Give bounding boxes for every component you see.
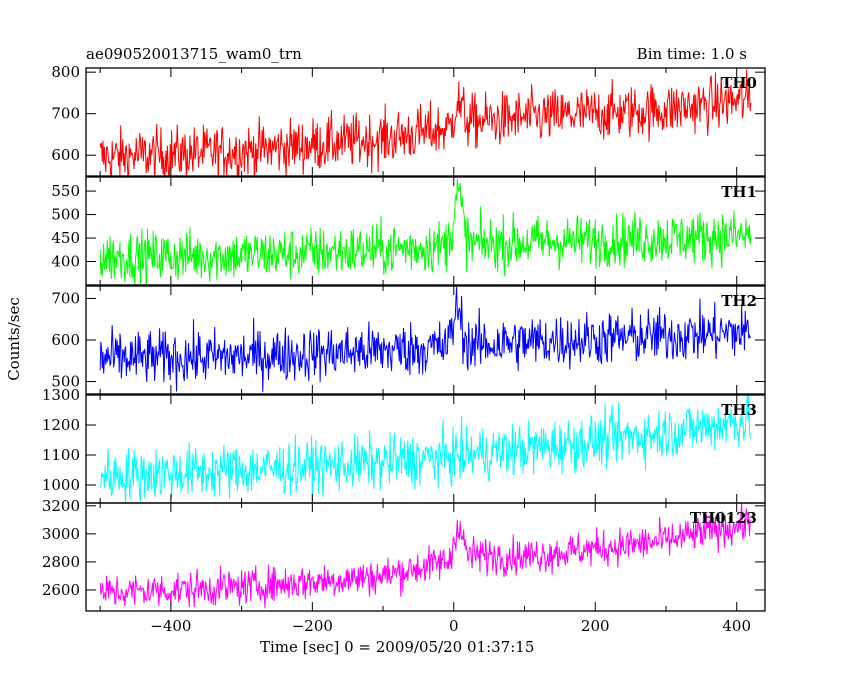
y-axis-label: Counts/sec bbox=[5, 297, 23, 381]
y-tick-label: 3200 bbox=[42, 497, 80, 515]
series-line-th0123 bbox=[99, 503, 752, 609]
y-tick-label: 700 bbox=[51, 105, 80, 123]
y-tick-label: 450 bbox=[51, 229, 80, 247]
x-tick-label: −400 bbox=[150, 617, 191, 635]
y-tick-label: 1200 bbox=[42, 416, 80, 434]
x-tick-label: 0 bbox=[449, 617, 459, 635]
y-tick-label: 600 bbox=[51, 331, 80, 349]
series-label-th2: TH2 bbox=[721, 292, 757, 310]
series-line-th1 bbox=[99, 178, 752, 285]
y-tick-label: 1300 bbox=[42, 386, 80, 404]
y-tick-label: 400 bbox=[51, 253, 80, 271]
y-tick-label: 2800 bbox=[42, 553, 80, 571]
bin-time-label: Bin time: 1.0 s bbox=[636, 45, 747, 63]
x-tick-label: 400 bbox=[722, 617, 751, 635]
series-label-th3: TH3 bbox=[721, 401, 757, 419]
series-line-th3 bbox=[99, 395, 752, 503]
y-tick-label: 800 bbox=[51, 63, 80, 81]
panel-frame-th1 bbox=[85, 176, 766, 286]
y-tick-label: 700 bbox=[51, 289, 80, 307]
panel-frame-th2 bbox=[85, 285, 766, 395]
y-tick-label: 600 bbox=[51, 146, 80, 164]
y-tick-label: 3000 bbox=[42, 525, 80, 543]
series-label-th1: TH1 bbox=[721, 183, 757, 201]
x-tick-label: 200 bbox=[581, 617, 610, 635]
panel-frame-th0 bbox=[85, 67, 766, 177]
y-tick-label: 500 bbox=[51, 206, 80, 224]
y-tick-label: 500 bbox=[51, 373, 80, 391]
series-label-th0123: TH0123 bbox=[690, 509, 757, 527]
y-tick-label: 1100 bbox=[42, 446, 80, 464]
series-line-th0 bbox=[99, 69, 752, 176]
chart-title: ae090520013715_wam0_trn bbox=[86, 45, 302, 63]
series-label-th0: TH0 bbox=[721, 74, 757, 92]
panel-frame-th0123 bbox=[85, 502, 766, 612]
y-tick-label: 550 bbox=[51, 182, 80, 200]
x-tick-label: −200 bbox=[292, 617, 333, 635]
x-axis-label: Time [sec] 0 = 2009/05/20 01:37:15 bbox=[260, 638, 535, 656]
series-line-th2 bbox=[99, 286, 752, 393]
y-tick-label: 2600 bbox=[42, 581, 80, 599]
y-tick-label: 1000 bbox=[42, 476, 80, 494]
